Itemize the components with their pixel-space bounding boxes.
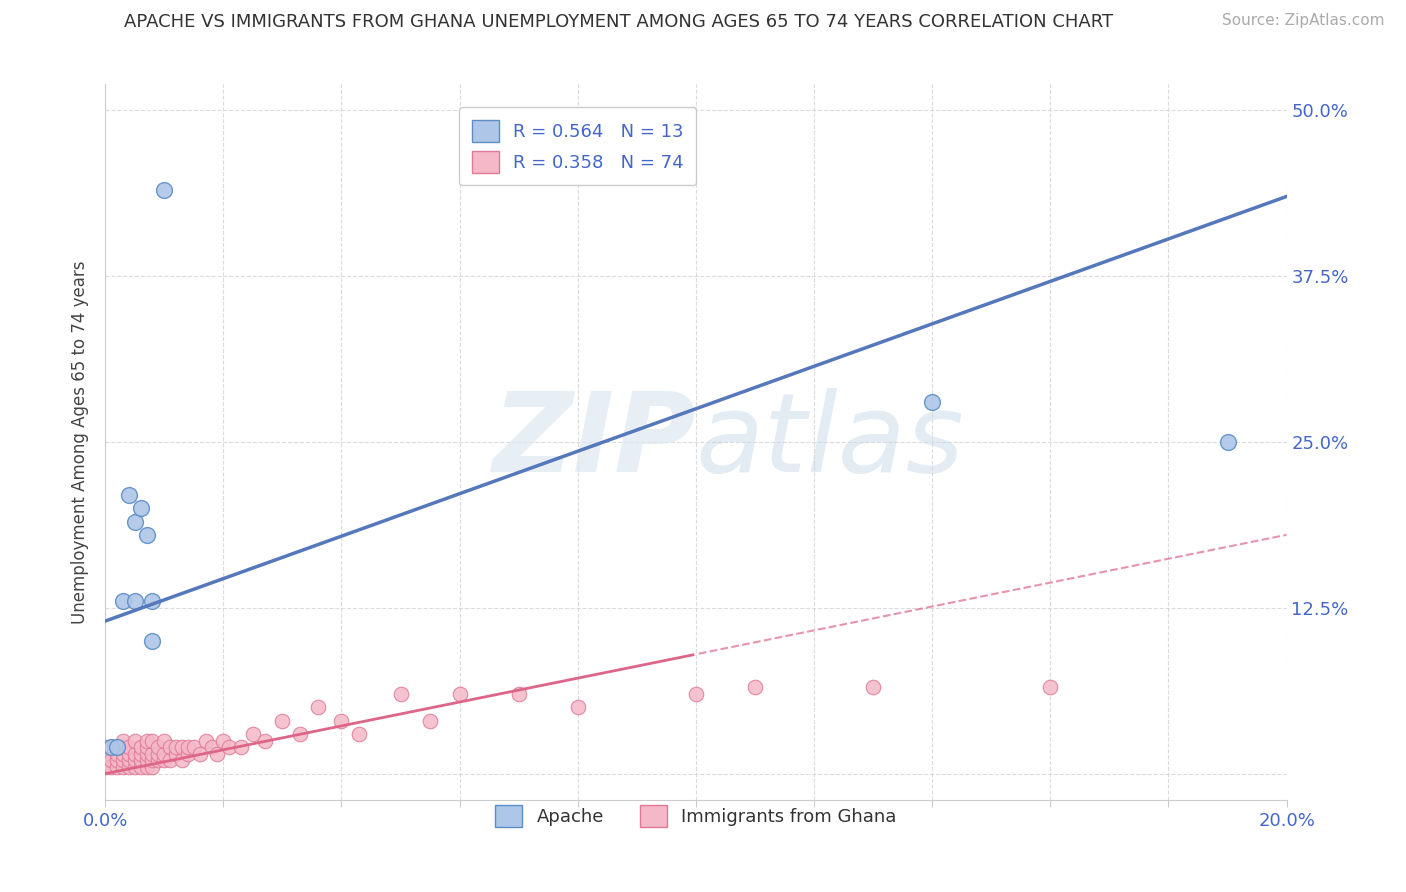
- Point: [288, 727, 311, 741]
- Point: [229, 740, 252, 755]
- Point: [129, 740, 152, 755]
- Point: [744, 681, 766, 695]
- Point: [159, 753, 181, 767]
- Point: [94, 740, 117, 755]
- Point: [170, 740, 193, 755]
- Legend: Apache, Immigrants from Ghana: Apache, Immigrants from Ghana: [488, 797, 904, 834]
- Point: [135, 747, 157, 761]
- Point: [129, 501, 152, 516]
- Point: [159, 740, 181, 755]
- Point: [165, 747, 187, 761]
- Point: [141, 634, 163, 648]
- Y-axis label: Unemployment Among Ages 65 to 74 years: Unemployment Among Ages 65 to 74 years: [72, 260, 89, 624]
- Point: [100, 740, 122, 755]
- Point: [129, 747, 152, 761]
- Point: [165, 740, 187, 755]
- Point: [135, 740, 157, 755]
- Point: [111, 753, 134, 767]
- Point: [141, 594, 163, 608]
- Point: [105, 760, 128, 774]
- Point: [100, 753, 122, 767]
- Point: [124, 594, 146, 608]
- Point: [135, 528, 157, 542]
- Point: [141, 747, 163, 761]
- Point: [135, 760, 157, 774]
- Point: [449, 687, 471, 701]
- Point: [141, 733, 163, 747]
- Point: [170, 753, 193, 767]
- Point: [118, 747, 141, 761]
- Text: ZIP: ZIP: [492, 388, 696, 495]
- Point: [105, 753, 128, 767]
- Point: [94, 753, 117, 767]
- Text: APACHE VS IMMIGRANTS FROM GHANA UNEMPLOYMENT AMONG AGES 65 TO 74 YEARS CORRELATI: APACHE VS IMMIGRANTS FROM GHANA UNEMPLOY…: [124, 13, 1114, 31]
- Point: [148, 747, 170, 761]
- Point: [153, 747, 176, 761]
- Point: [508, 687, 530, 701]
- Point: [330, 714, 353, 728]
- Point: [685, 687, 707, 701]
- Point: [129, 760, 152, 774]
- Point: [1039, 681, 1062, 695]
- Point: [111, 747, 134, 761]
- Point: [567, 700, 589, 714]
- Point: [141, 753, 163, 767]
- Point: [1216, 434, 1239, 449]
- Point: [118, 740, 141, 755]
- Point: [118, 753, 141, 767]
- Point: [94, 760, 117, 774]
- Text: atlas: atlas: [696, 388, 965, 495]
- Point: [347, 727, 370, 741]
- Point: [105, 747, 128, 761]
- Point: [200, 740, 222, 755]
- Point: [177, 747, 200, 761]
- Point: [124, 733, 146, 747]
- Point: [419, 714, 441, 728]
- Point: [921, 395, 943, 409]
- Point: [148, 753, 170, 767]
- Point: [307, 700, 329, 714]
- Point: [124, 760, 146, 774]
- Point: [212, 733, 235, 747]
- Point: [129, 753, 152, 767]
- Point: [188, 747, 211, 761]
- Point: [271, 714, 294, 728]
- Point: [124, 747, 146, 761]
- Point: [218, 740, 240, 755]
- Point: [153, 753, 176, 767]
- Point: [177, 740, 200, 755]
- Point: [207, 747, 229, 761]
- Point: [111, 594, 134, 608]
- Text: Source: ZipAtlas.com: Source: ZipAtlas.com: [1222, 13, 1385, 29]
- Point: [862, 681, 884, 695]
- Point: [105, 740, 128, 755]
- Point: [242, 727, 264, 741]
- Point: [135, 753, 157, 767]
- Point: [100, 760, 122, 774]
- Point: [124, 515, 146, 529]
- Point: [105, 740, 128, 755]
- Point: [153, 183, 176, 197]
- Point: [135, 733, 157, 747]
- Point: [141, 760, 163, 774]
- Point: [253, 733, 276, 747]
- Point: [183, 740, 205, 755]
- Point: [111, 740, 134, 755]
- Point: [194, 733, 217, 747]
- Point: [111, 760, 134, 774]
- Point: [389, 687, 412, 701]
- Point: [118, 488, 141, 502]
- Point: [124, 753, 146, 767]
- Point: [111, 733, 134, 747]
- Point: [153, 733, 176, 747]
- Point: [100, 740, 122, 755]
- Point: [118, 760, 141, 774]
- Point: [148, 740, 170, 755]
